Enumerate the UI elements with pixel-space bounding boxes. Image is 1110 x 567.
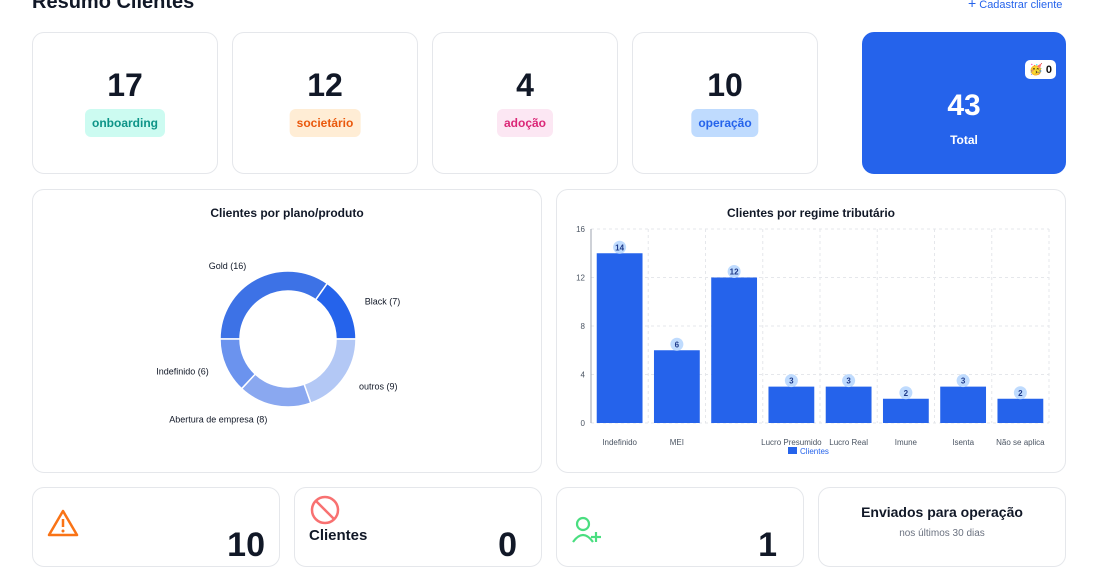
- new-client-card: 1: [556, 487, 804, 567]
- pie-slice: [314, 282, 357, 340]
- bar: [825, 386, 872, 423]
- stat-label: operação: [691, 109, 759, 137]
- plus-icon: +: [968, 0, 977, 11]
- value-label: 14: [615, 243, 624, 252]
- sent-subtitle: nos últimos 30 dias: [899, 528, 985, 539]
- chart-title: Clientes por plano/produto: [210, 206, 363, 220]
- x-tick-label: Isenta: [952, 438, 974, 447]
- slice-label: Black (7): [365, 296, 401, 306]
- legend-label: Clientes: [800, 447, 829, 456]
- blocked-value: 0: [498, 526, 517, 564]
- pie-slice: [219, 338, 257, 390]
- value-label-bg: [1013, 386, 1027, 400]
- stat-card: 10 operação: [632, 32, 818, 174]
- pie-chart: Clientes por plano/produto Gold (16) Black…: [156, 206, 401, 424]
- badge-icon: 🥳: [1029, 64, 1043, 76]
- bar: [768, 386, 815, 423]
- value-label: 2: [1018, 389, 1023, 398]
- total-card: 🥳 0 43 Total: [862, 32, 1066, 174]
- stat-label: onboarding: [85, 109, 165, 137]
- value-label: 3: [789, 377, 794, 386]
- blocked-icon: [310, 495, 340, 525]
- total-value: 43: [947, 89, 981, 122]
- value-label-bg: [613, 240, 627, 254]
- y-tick-label: 0: [581, 419, 586, 428]
- y-tick-label: 12: [576, 274, 585, 283]
- sent-title: Enviados para operação: [861, 504, 1023, 520]
- stat-value: 10: [707, 67, 743, 103]
- add-client-link[interactable]: + Cadastrar cliente: [968, 0, 1062, 11]
- pie-slice: [219, 270, 329, 340]
- value-label: 12: [730, 268, 739, 277]
- pie-slice: [303, 338, 357, 405]
- stat-card: 12 societário: [232, 32, 418, 174]
- bar: [653, 350, 700, 423]
- value-label-bg: [727, 265, 741, 278]
- page: Resumo Clientes + Cadastrar cliente 17 on…: [32, 0, 1066, 567]
- chart-title: Clientes por regime tributário: [727, 206, 895, 220]
- value-label: 3: [961, 377, 966, 386]
- bar-panel: Clientes por regime tributário 0 4 8 12 16 Ind…: [556, 189, 1066, 473]
- legend-swatch: [788, 447, 797, 454]
- new-client-value: 1: [758, 526, 777, 564]
- value-label: 2: [904, 389, 909, 398]
- person-icon: [572, 516, 601, 543]
- page-title: Resumo Clientes: [32, 0, 195, 13]
- warning-icon: [47, 509, 79, 537]
- slice-label: Gold (16): [209, 261, 247, 271]
- slice-label: Indefinido (6): [156, 367, 209, 377]
- y-tick-label: 4: [581, 371, 586, 380]
- y-tick-label: 8: [581, 322, 586, 331]
- sent-card: Enviados para operação nos últimos 30 di…: [818, 487, 1066, 567]
- stat-label: societário: [289, 109, 361, 137]
- add-client-text: Cadastrar cliente: [979, 0, 1063, 11]
- slice-label: outros (9): [359, 381, 398, 391]
- value-label-bg: [670, 337, 684, 351]
- bar: [711, 277, 758, 423]
- blocked-title: Clientes: [309, 527, 368, 544]
- bar: [940, 386, 987, 423]
- x-tick-label: Indefinido: [602, 438, 637, 447]
- stat-card: 4 adoção: [432, 32, 618, 174]
- value-label-bg: [842, 374, 856, 388]
- alert-card: 10: [32, 487, 280, 567]
- stat-value: 12: [307, 67, 343, 103]
- x-tick-label: Lucro Presumido: [761, 438, 822, 447]
- total-label: Total: [950, 133, 978, 147]
- value-label-bg: [784, 374, 798, 388]
- pie-panel: Clientes por plano/produto Gold (16) Black…: [32, 189, 542, 473]
- badge-count: 0: [1045, 64, 1052, 76]
- bar: [997, 398, 1044, 423]
- value-label: 6: [675, 340, 680, 349]
- badge: 🥳 0: [1025, 60, 1056, 79]
- blocked-card: Clientes 0: [294, 487, 542, 567]
- bar-chart: Clientes por regime tributário 0 4 8 12 16 Ind…: [576, 206, 1050, 456]
- alert-value: 10: [227, 526, 265, 564]
- x-tick-label: Imune: [895, 438, 918, 447]
- bar: [596, 253, 643, 423]
- slice-label: Abertura de empresa (8): [169, 414, 267, 424]
- x-tick-label: Não se aplica: [996, 438, 1045, 447]
- stat-value: 4: [516, 67, 534, 103]
- stat-label: adoção: [496, 109, 554, 137]
- pie-slice: [240, 373, 312, 408]
- value-label: 3: [846, 377, 851, 386]
- x-tick-label: MEI: [670, 438, 684, 447]
- stat-card: 17 onboarding: [32, 32, 218, 174]
- value-label-bg: [899, 386, 913, 400]
- x-tick-label: Lucro Real: [829, 438, 868, 447]
- value-label-bg: [956, 374, 970, 388]
- y-tick-label: 16: [576, 225, 585, 234]
- bar: [882, 398, 929, 423]
- stat-value: 17: [107, 67, 143, 103]
